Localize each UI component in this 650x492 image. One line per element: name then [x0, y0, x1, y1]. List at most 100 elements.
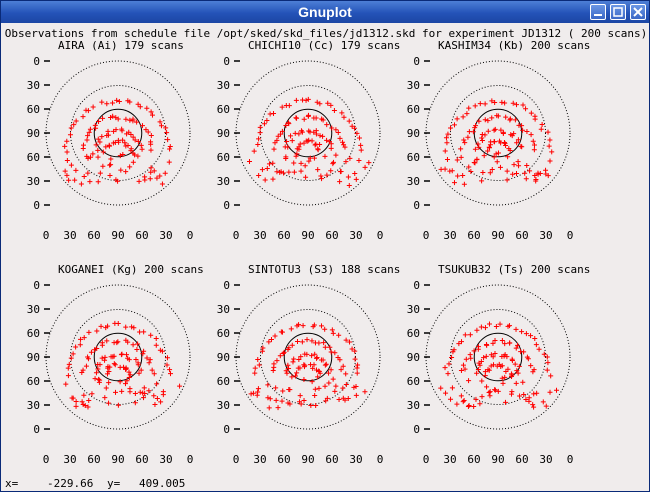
scan-marker: [154, 175, 160, 181]
scan-marker: [323, 361, 329, 367]
scan-marker: [81, 335, 87, 341]
scan-marker: [97, 170, 103, 176]
scan-marker: [149, 112, 155, 118]
scan-marker: [524, 162, 530, 168]
scan-marker: [462, 366, 468, 372]
scan-marker: [299, 339, 305, 345]
scan-marker: [95, 366, 101, 372]
status-x-value: -229.66: [47, 477, 94, 490]
scan-marker: [123, 143, 129, 149]
scan-marker: [297, 365, 303, 371]
scan-marker: [445, 371, 451, 377]
scan-marker: [326, 380, 332, 386]
scan-marker: [270, 176, 276, 182]
scan-marker: [515, 137, 521, 143]
scan-marker: [93, 370, 99, 376]
scan-marker: [96, 119, 102, 125]
scan-marker: [520, 127, 526, 133]
y-tick-label: 60: [217, 375, 230, 388]
x-tick-label: 0: [377, 453, 384, 466]
y-tick-label: 0: [413, 279, 420, 292]
scan-marker: [120, 151, 126, 157]
scan-marker: [328, 102, 334, 108]
scan-marker: [104, 338, 110, 344]
scan-marker: [545, 129, 551, 135]
scan-marker: [536, 346, 542, 352]
scan-marker: [142, 391, 148, 397]
scan-marker: [530, 369, 536, 375]
scan-marker: [538, 126, 544, 132]
scan-marker: [309, 138, 315, 144]
maximize-button[interactable]: [610, 4, 626, 20]
scan-marker: [503, 142, 509, 148]
scan-marker: [64, 149, 70, 155]
scan-marker: [537, 170, 543, 176]
scan-marker: [548, 373, 554, 379]
scan-marker: [496, 361, 502, 367]
scan-marker: [157, 119, 163, 125]
close-button[interactable]: [630, 4, 646, 20]
y-tick-label: 0: [413, 55, 420, 68]
scan-marker: [462, 332, 468, 338]
scan-marker: [255, 357, 261, 363]
scan-marker: [314, 99, 320, 105]
scan-marker: [151, 393, 157, 399]
panel-label: AIRA (Ai) 179 scans: [58, 39, 184, 52]
scan-marker: [507, 116, 513, 122]
scan-marker: [103, 385, 109, 391]
scan-marker: [324, 172, 330, 178]
scan-marker: [510, 100, 516, 106]
scan-marker: [544, 354, 550, 360]
plot-canvas[interactable]: Observations from schedule file /opt/ske…: [1, 23, 649, 491]
scan-marker: [509, 374, 515, 380]
scan-marker: [353, 176, 359, 182]
scan-marker: [324, 395, 330, 401]
x-tick-label: 0: [423, 453, 430, 466]
scan-marker: [443, 390, 449, 396]
scan-marker: [145, 129, 151, 135]
scan-marker: [451, 347, 457, 353]
scan-marker: [84, 137, 90, 143]
scan-marker: [270, 160, 276, 166]
scan-marker: [250, 390, 256, 396]
scan-marker: [66, 177, 72, 183]
scan-marker: [144, 355, 150, 361]
scan-marker: [283, 154, 289, 160]
scan-marker: [115, 321, 121, 327]
x-tick-label: 30: [159, 229, 172, 242]
scan-marker: [468, 355, 474, 361]
scan-marker: [78, 181, 84, 187]
scan-marker: [111, 361, 117, 367]
scan-marker: [127, 372, 133, 378]
scan-marker: [274, 358, 280, 364]
title-bar[interactable]: Gnuplot: [1, 1, 649, 23]
scan-marker: [137, 389, 143, 395]
scan-marker: [539, 122, 545, 128]
scan-marker: [487, 145, 493, 151]
scan-marker: [330, 159, 336, 165]
maximize-icon: [613, 7, 623, 17]
scan-marker: [528, 132, 534, 138]
x-tick-label: 30: [443, 229, 456, 242]
scan-marker: [320, 133, 326, 139]
scan-marker: [449, 168, 455, 174]
scan-marker: [280, 351, 286, 357]
scan-marker: [499, 375, 505, 381]
scan-marker: [266, 405, 272, 411]
scan-marker: [304, 337, 310, 343]
scan-marker: [122, 140, 128, 146]
scan-marker: [83, 363, 89, 369]
scan-marker: [108, 156, 114, 162]
scan-marker: [124, 378, 130, 384]
scan-marker: [318, 173, 324, 179]
scan-marker: [100, 163, 106, 169]
scan-marker: [131, 325, 137, 331]
scan-marker: [310, 365, 316, 371]
minimize-button[interactable]: [590, 4, 606, 20]
sky-panel: [44, 284, 191, 430]
scan-marker: [281, 349, 287, 355]
scan-marker: [293, 115, 299, 121]
sky-panel: [424, 60, 571, 206]
scan-marker: [80, 114, 86, 120]
scan-marker: [512, 117, 518, 123]
